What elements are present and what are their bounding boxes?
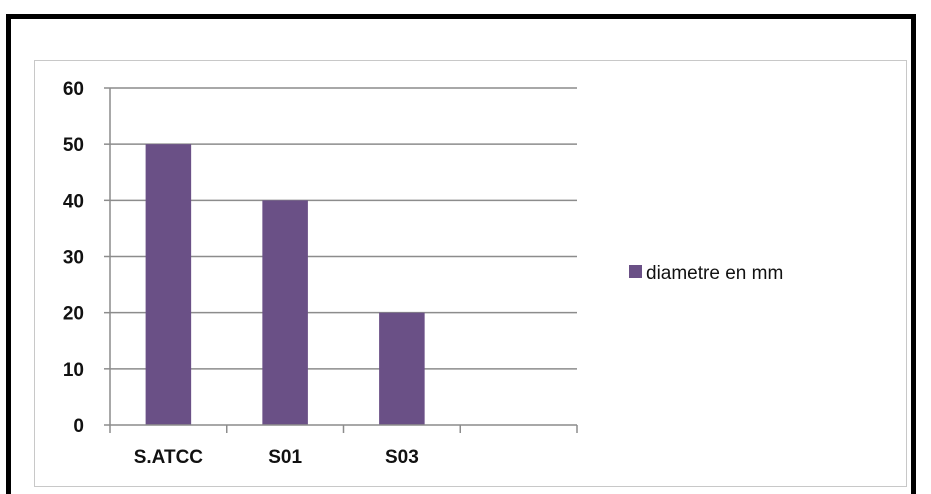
legend-label: diametre en mm bbox=[646, 263, 783, 284]
axes bbox=[104, 87, 578, 433]
bar-S.ATCC bbox=[145, 144, 192, 425]
legend: diametre en mm bbox=[629, 263, 783, 284]
y-tick-label: 30 bbox=[63, 248, 84, 269]
y-tick-label: 40 bbox=[63, 191, 84, 212]
x-tick-label: S01 bbox=[268, 447, 302, 468]
bars bbox=[145, 144, 425, 425]
y-tick-label: 50 bbox=[63, 135, 84, 156]
x-tick-label: S.ATCC bbox=[134, 447, 204, 468]
y-tick-label: 0 bbox=[73, 416, 84, 437]
bar-S03 bbox=[379, 312, 425, 425]
legend-swatch bbox=[629, 265, 642, 278]
y-tick-label: 10 bbox=[63, 360, 84, 381]
x-tick-label: S03 bbox=[385, 447, 419, 468]
bar-S01 bbox=[262, 200, 308, 425]
y-tick-labels: 0 10 20 30 40 50 60 bbox=[63, 79, 84, 437]
x-tick-labels: S.ATCC S01 S03 bbox=[134, 447, 419, 468]
y-tick-label: 60 bbox=[63, 79, 84, 100]
y-tick-label: 20 bbox=[63, 304, 84, 325]
